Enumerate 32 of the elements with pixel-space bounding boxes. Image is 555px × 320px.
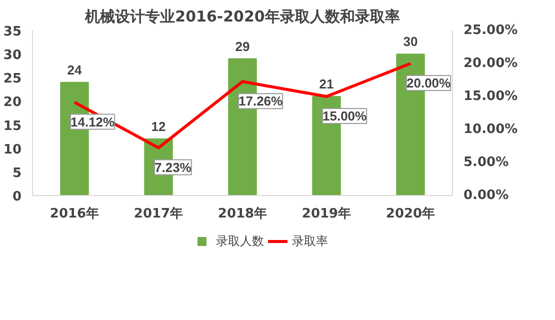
x-tick-label: 2019年 [302,206,352,222]
y2-tick-label: 20.00% [464,56,518,71]
y-tick-label: 15 [3,118,22,134]
y2-tick-label: 15.00% [464,89,518,104]
y-tick-label: 0 [12,190,22,204]
legend-label: 录取率 [292,232,328,250]
y-tick-label: 25 [3,72,22,87]
y-tick-label: 20 [3,95,22,110]
data-label: 29 [235,38,250,54]
data-label: 17.26% [238,94,284,109]
data-label: 7.23% [154,160,192,175]
y-tick-label: 30 [3,48,22,64]
y2-tick-label: 25.00% [464,23,518,38]
y-tick-label: 10 [3,142,22,158]
x-tick-label: 2017年 [134,206,184,222]
data-label: 15.00% [322,108,368,124]
x-tick-label: 2020年 [386,206,436,222]
data-label: 21 [319,76,334,92]
y-tick-label: 5 [12,166,22,181]
chart-title: 机械设计专业2016-2020年录取人数和录取率 [84,8,400,26]
data-label: 14.12% [70,114,116,130]
y2-tick-label: 5.00% [464,155,509,170]
y2-tick-label: 0.00% [464,188,509,203]
x-tick-label: 2016年 [50,206,100,222]
x-tick-label: 2018年 [218,206,268,222]
y-tick-label: 35 [3,24,22,40]
data-label: 24 [67,62,82,78]
data-label: 30 [403,34,418,50]
data-label: 12 [151,118,166,134]
y2-tick-label: 10.00% [464,122,518,137]
data-label: 20.00% [406,76,452,90]
legend-label: 录取人数 [216,232,264,250]
